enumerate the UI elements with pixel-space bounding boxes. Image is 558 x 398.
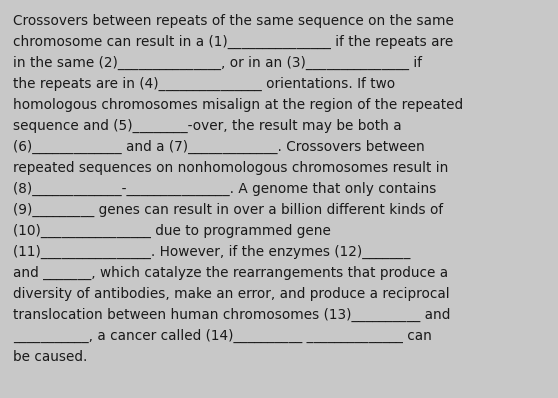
Text: (6)_____________ and a (7)_____________. Crossovers between: (6)_____________ and a (7)_____________.… [13, 140, 425, 154]
Text: in the same (2)_______________, or in an (3)_______________ if: in the same (2)_______________, or in an… [13, 56, 422, 70]
Text: (8)_____________-_______________. A genome that only contains: (8)_____________-_______________. A geno… [13, 182, 436, 196]
Text: diversity of antibodies, make an error, and produce a reciprocal: diversity of antibodies, make an error, … [13, 287, 450, 301]
Text: sequence and (5)________-over, the result may be both a: sequence and (5)________-over, the resul… [13, 119, 402, 133]
Text: Crossovers between repeats of the same sequence on the same: Crossovers between repeats of the same s… [13, 14, 454, 28]
Text: the repeats are in (4)_______________ orientations. If two: the repeats are in (4)_______________ or… [13, 77, 395, 91]
Text: chromosome can result in a (1)_______________ if the repeats are: chromosome can result in a (1)__________… [13, 35, 453, 49]
Text: ___________, a cancer called (14)__________ ______________ can: ___________, a cancer called (14)_______… [13, 329, 432, 343]
Text: (9)_________ genes can result in over a billion different kinds of: (9)_________ genes can result in over a … [13, 203, 443, 217]
Text: (10)________________ due to programmed gene: (10)________________ due to programmed g… [13, 224, 331, 238]
Text: homologous chromosomes misalign at the region of the repeated: homologous chromosomes misalign at the r… [13, 98, 463, 112]
Text: translocation between human chromosomes (13)__________ and: translocation between human chromosomes … [13, 308, 450, 322]
Text: repeated sequences on nonhomologous chromosomes result in: repeated sequences on nonhomologous chro… [13, 161, 449, 175]
Text: (11)________________. However, if the enzymes (12)_______: (11)________________. However, if the en… [13, 245, 410, 259]
Text: and _______, which catalyze the rearrangements that produce a: and _______, which catalyze the rearrang… [13, 266, 448, 280]
Text: be caused.: be caused. [13, 350, 88, 364]
